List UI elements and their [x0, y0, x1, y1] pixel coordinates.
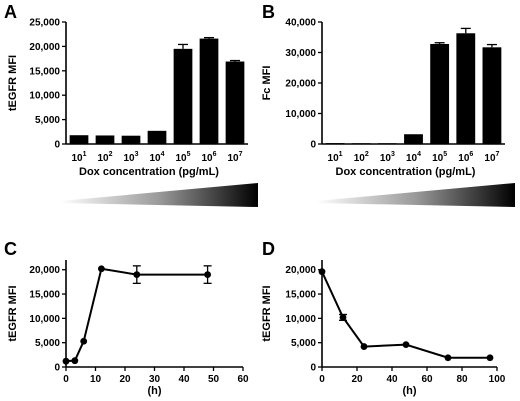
panel-letter-a: A [4, 2, 17, 22]
data-point [80, 337, 88, 345]
x-tick-label: 20 [351, 374, 363, 385]
bar [351, 143, 371, 144]
x-tick-label: 107 [227, 151, 242, 164]
panel-letter-c: C [4, 239, 17, 259]
x-tick-label: 50 [208, 374, 220, 385]
chart-panel-c: 0 5,000 10,000 15,000 20,000 0 10 20 30 40 50 60 tEG… [7, 260, 249, 397]
x-tick-label: 106 [201, 151, 216, 164]
y-tick-label: 20,000 [29, 42, 60, 53]
x-axis-title: Dox concentration (pg/mL) [79, 166, 219, 178]
y-tick-label: 20,000 [29, 265, 60, 276]
bar [173, 48, 193, 145]
y-tick-label: 0 [310, 140, 316, 151]
y-tick-label: 30,000 [285, 48, 316, 59]
y-tick-label: 15,000 [285, 290, 316, 301]
bar [404, 134, 423, 144]
x-tick-label: 106 [458, 151, 473, 164]
x-tick-label: 105 [432, 151, 447, 164]
bar [377, 143, 397, 144]
panel-letter-b: B [262, 2, 275, 22]
chart-panel-a: 0 5,000 10,000 15,000 20,000 25,000 tEGFR MFI 1… [7, 18, 258, 207]
x-axis-title: (h) [402, 385, 416, 397]
data-point [318, 268, 326, 276]
concentration-gradient-wedge [60, 183, 258, 207]
y-tick-label: 25,000 [29, 18, 60, 29]
x-tick-label: 107 [484, 151, 499, 164]
data-point [98, 265, 105, 273]
data-point [62, 357, 70, 365]
concentration-gradient-wedge [316, 183, 515, 207]
y-tick-label: 5,000 [35, 338, 60, 349]
x-tick-label: 10 [90, 374, 102, 385]
data-point [402, 341, 410, 349]
chart-panel-b: 0 10,000 20,000 30,000 40,000 Fc MFI 101 102 103… [261, 18, 515, 207]
y-tick-label: 0 [310, 363, 316, 374]
x-tick-label: 105 [175, 151, 190, 164]
x-tick-label: 104 [149, 151, 164, 164]
bar [95, 135, 115, 144]
y-tick-label: 5,000 [291, 338, 316, 349]
x-tick-label: 80 [456, 374, 468, 385]
x-tick-label: 0 [63, 374, 69, 385]
y-tick-label: 20,000 [285, 265, 316, 276]
x-tick-label: 100 [489, 374, 506, 385]
x-tick-label: 102 [97, 151, 112, 164]
y-tick-label: 10,000 [285, 314, 316, 325]
x-tick-label: 101 [328, 151, 343, 164]
data-point [133, 271, 141, 278]
x-tick-label: 60 [421, 374, 433, 385]
x-tick-label: 102 [354, 151, 369, 164]
data-point [444, 354, 452, 362]
data-point [339, 313, 347, 321]
bar [147, 130, 167, 144]
data-point [360, 343, 368, 350]
bar [456, 33, 476, 144]
y-tick-label: 15,000 [29, 66, 60, 77]
x-tick-label: 103 [123, 151, 138, 164]
x-tick-label: 40 [178, 374, 190, 385]
bar [430, 43, 450, 144]
bar [482, 47, 502, 144]
y-axis-title: tEGFR MFI [7, 55, 19, 111]
bar [225, 61, 245, 144]
bar [199, 38, 219, 145]
y-axis-title: tEGFR MFI [261, 285, 273, 341]
bar [325, 143, 345, 144]
x-tick-label: 103 [380, 151, 395, 164]
y-tick-label: 0 [54, 140, 60, 151]
bar [121, 135, 141, 144]
x-tick-label: 104 [406, 151, 421, 164]
chart-panel-d: 0 5,000 10,000 15,000 20,000 0 20 40 60 80 100 tEGF… [261, 260, 506, 397]
x-tick-label: 101 [71, 151, 86, 164]
y-tick-label: 10,000 [29, 91, 60, 102]
data-point [204, 271, 212, 278]
y-axis-title: Fc MFI [261, 66, 273, 101]
series-line [321, 271, 490, 359]
x-axis-title: Dox concentration (pg/mL) [336, 166, 476, 178]
y-tick-label: 40,000 [285, 18, 316, 29]
x-tick-label: 0 [319, 374, 325, 385]
x-tick-label: 20 [119, 374, 131, 385]
y-tick-label: 0 [54, 363, 60, 374]
data-point [486, 354, 494, 362]
y-tick-label: 20,000 [285, 79, 316, 90]
x-tick-label: 30 [149, 374, 161, 385]
panel-letter-d: D [262, 239, 275, 259]
y-tick-label: 10,000 [285, 109, 316, 120]
x-axis-title: (h) [147, 385, 161, 397]
y-tick-label: 15,000 [29, 290, 60, 301]
y-tick-label: 5,000 [35, 115, 60, 126]
x-tick-label: 40 [386, 374, 398, 385]
bar [69, 135, 89, 144]
y-axis-title: tEGFR MFI [7, 285, 19, 341]
data-point [71, 357, 79, 365]
x-tick-label: 60 [237, 374, 249, 385]
y-tick-label: 10,000 [29, 314, 60, 325]
